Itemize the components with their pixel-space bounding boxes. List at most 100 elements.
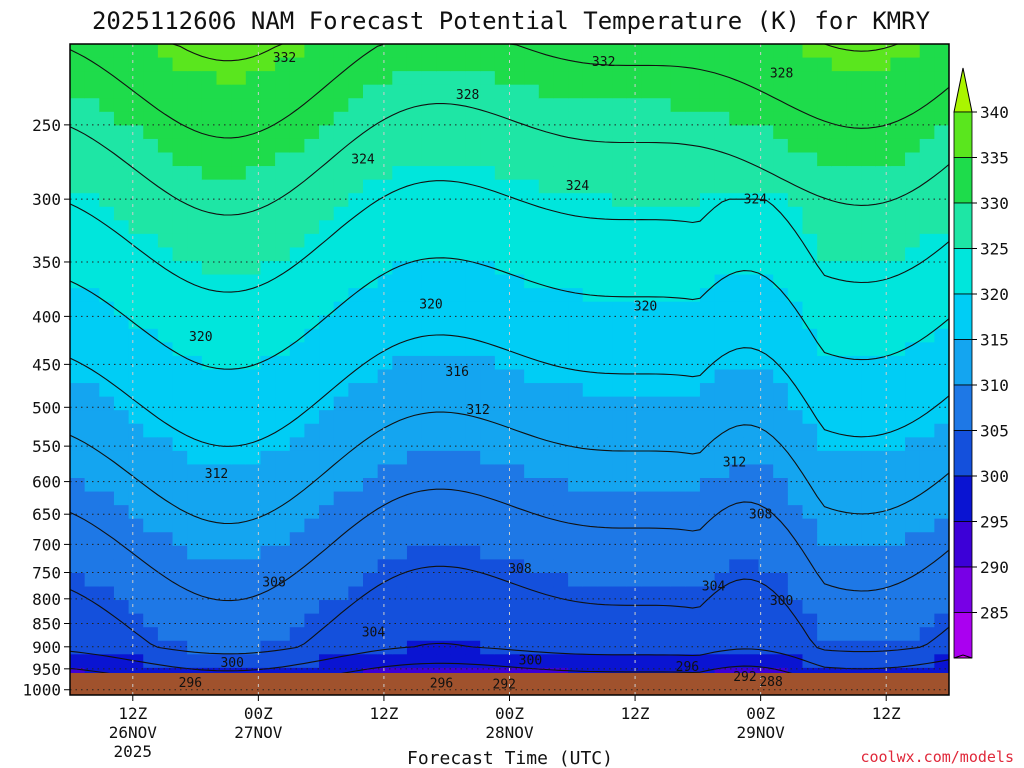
field-cell	[304, 640, 320, 655]
field-cell	[99, 233, 115, 249]
field-cell	[480, 355, 496, 371]
field-cell	[538, 423, 555, 438]
field-cell	[670, 518, 686, 533]
field-cell	[597, 261, 613, 276]
field-cell	[846, 138, 862, 154]
field-cell	[509, 220, 525, 235]
field-cell	[773, 274, 789, 289]
field-cell	[348, 586, 364, 601]
field-cell	[934, 84, 949, 99]
field-cell	[436, 274, 452, 289]
field-cell	[436, 288, 452, 303]
field-cell	[817, 44, 833, 59]
field-cell	[406, 301, 423, 316]
field-cell	[84, 423, 100, 438]
field-cell	[231, 111, 247, 126]
field-cell	[802, 84, 818, 99]
field-cell	[245, 152, 262, 167]
field-cell	[875, 369, 891, 384]
field-cell	[934, 179, 949, 194]
field-cell	[553, 328, 569, 343]
field-cell	[524, 111, 540, 126]
field-cell	[641, 315, 657, 330]
field-cell	[802, 98, 818, 113]
field-cell	[656, 369, 672, 384]
field-cell	[831, 627, 848, 642]
field-cell	[187, 369, 203, 384]
field-cell	[758, 450, 774, 466]
field-cell	[363, 464, 379, 479]
field-cell	[743, 247, 760, 262]
field-cell	[846, 640, 862, 655]
field-cell	[641, 57, 657, 72]
field-cell	[319, 505, 335, 520]
field-cell	[846, 328, 862, 343]
field-cell	[392, 505, 408, 520]
field-cell	[304, 545, 320, 560]
field-cell	[905, 613, 921, 628]
field-cell	[494, 396, 511, 411]
field-cell	[919, 233, 935, 249]
field-cell	[743, 220, 760, 235]
contour-label: 324	[566, 179, 590, 194]
field-cell	[524, 152, 540, 167]
field-cell	[612, 410, 628, 425]
field-cell	[538, 559, 555, 574]
field-cell	[289, 518, 305, 533]
field-cell	[934, 288, 949, 303]
field-cell	[333, 559, 349, 574]
field-cell	[363, 152, 379, 167]
field-cell	[494, 450, 511, 466]
y-tick-label: 950	[32, 660, 61, 679]
field-cell	[304, 152, 320, 167]
field-cell	[99, 572, 115, 588]
field-cell	[304, 654, 320, 669]
field-cell	[831, 84, 848, 99]
field-cell	[861, 627, 877, 642]
field-cell	[831, 450, 848, 466]
field-cell	[553, 111, 569, 126]
field-cell	[597, 98, 613, 113]
field-cell	[817, 545, 833, 560]
field-cell	[831, 166, 848, 181]
field-cell	[568, 138, 584, 154]
field-cell	[641, 125, 657, 140]
field-cell	[465, 315, 481, 330]
field-cell	[465, 125, 481, 140]
field-cell	[187, 396, 203, 411]
field-cell	[275, 152, 291, 167]
field-cell	[70, 383, 86, 398]
field-cell	[187, 505, 203, 520]
field-cell	[70, 423, 86, 438]
field-cell	[172, 111, 188, 126]
field-cell	[406, 654, 423, 669]
field-cell	[494, 301, 511, 316]
field-cell	[304, 572, 320, 588]
field-cell	[392, 138, 408, 154]
field-cell	[641, 559, 657, 574]
field-cell	[494, 71, 511, 86]
field-cell	[450, 44, 467, 59]
field-cell	[612, 233, 628, 249]
field-cell	[787, 261, 804, 276]
field-cell	[480, 464, 496, 479]
field-cell	[377, 640, 393, 655]
field-cell	[363, 355, 379, 371]
field-cell	[231, 423, 247, 438]
field-cell	[509, 98, 525, 113]
field-cell	[275, 518, 291, 533]
field-cell	[172, 57, 188, 72]
field-cell	[524, 288, 540, 303]
field-cell	[450, 396, 467, 411]
field-cell	[509, 478, 525, 493]
field-cell	[494, 138, 511, 154]
field-cell	[231, 152, 247, 167]
field-cell	[333, 505, 349, 520]
field-cell	[626, 450, 642, 466]
field-cell	[392, 220, 408, 235]
field-cell	[524, 247, 540, 262]
field-cell	[861, 193, 877, 208]
field-cell	[465, 220, 481, 235]
contour-line	[70, 44, 949, 62]
field-cell	[787, 600, 804, 615]
